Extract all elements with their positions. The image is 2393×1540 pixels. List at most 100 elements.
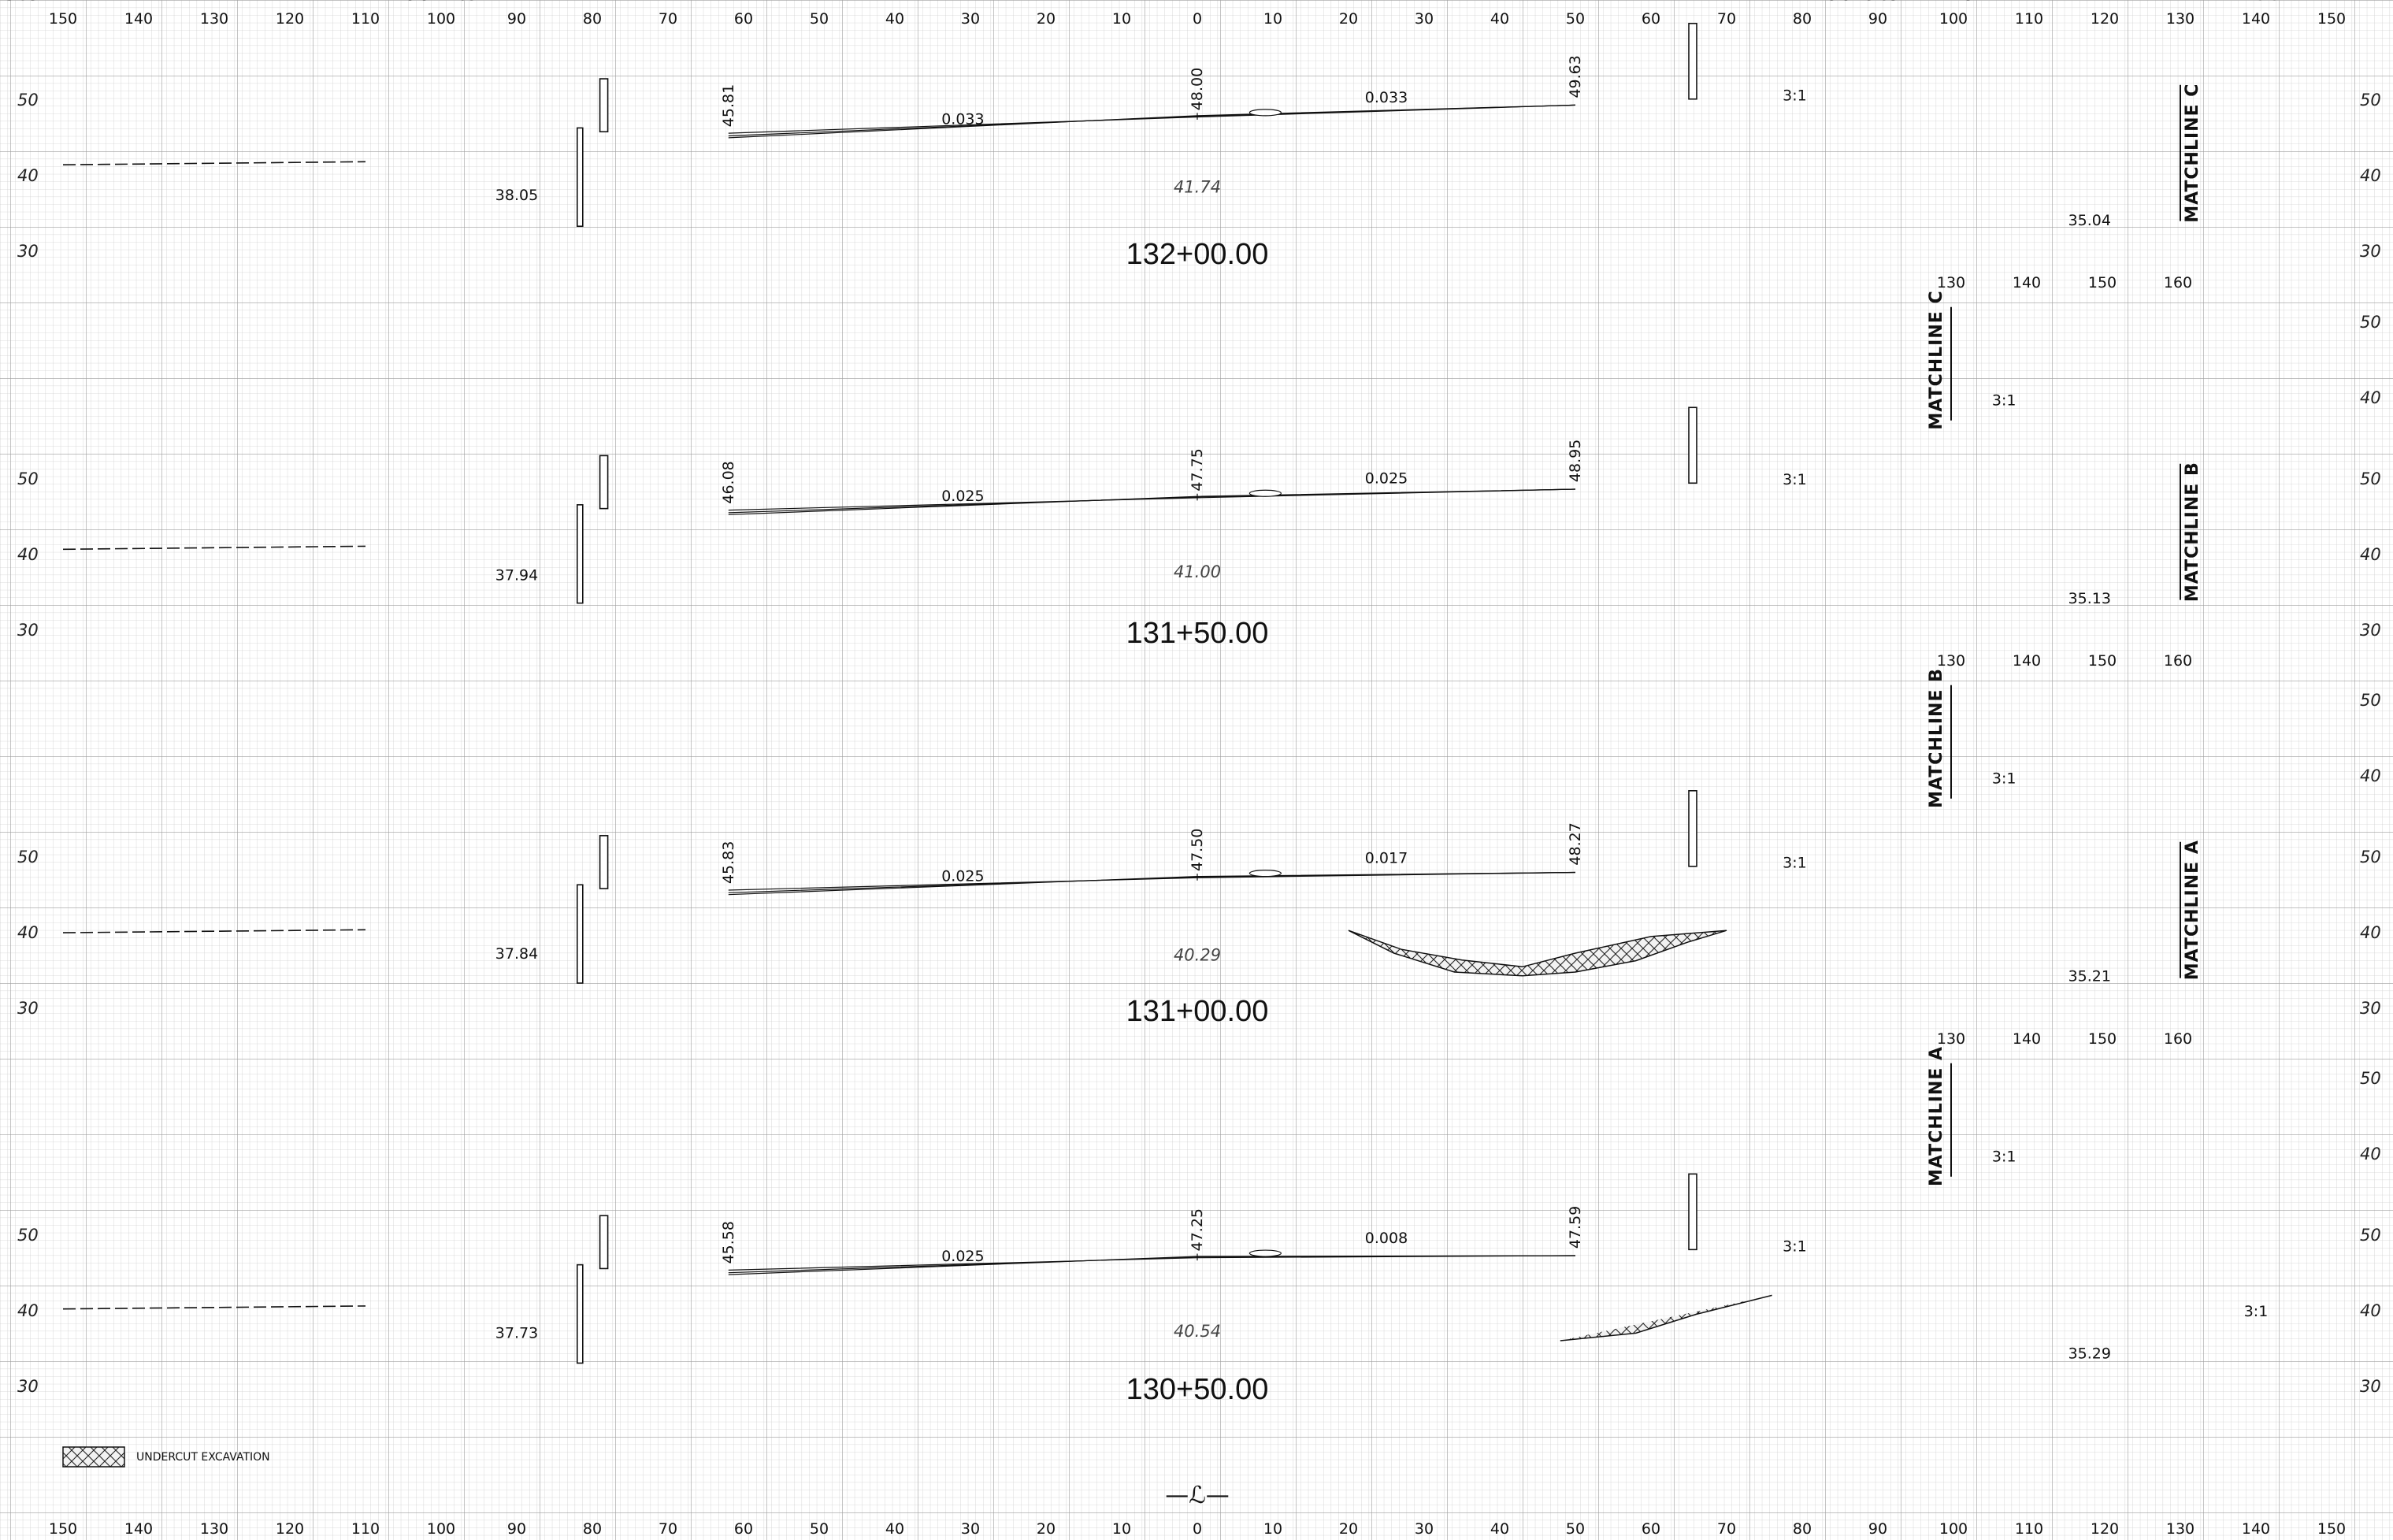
offset-tick-label: 30 xyxy=(961,1520,980,1538)
right-ditch-elevation: 35.21 xyxy=(2068,967,2111,985)
crown-marker xyxy=(1248,489,1282,497)
right-ditch-elevation: 35.04 xyxy=(2068,212,2111,229)
station-label: 130+50.00 xyxy=(1126,1373,1269,1406)
offset-tick-label: 140 xyxy=(2242,10,2270,28)
elevation-label-left: 50 xyxy=(17,91,39,109)
inset-elevation-label: 50 xyxy=(2360,691,2381,710)
right-edge-elevation: 49.63 xyxy=(1567,55,1584,98)
elevation-label-left: 50 xyxy=(17,469,39,488)
elevation-label-right: 50 xyxy=(2360,91,2381,109)
existing-ground-line xyxy=(62,929,366,933)
existing-grade-elevation: 40.29 xyxy=(1174,946,1221,965)
matchline-insets: 130 140 150 160 50 40 MATCHLINE C S.S. 46.93 3:1… xyxy=(0,0,2381,1186)
inset-tick-label: 150 xyxy=(2088,1030,2117,1048)
left-slope-ratio: 2:1 xyxy=(535,0,559,4)
centerline-elevation: 47.25 xyxy=(1189,1208,1206,1251)
elevation-label-left: 40 xyxy=(17,545,39,564)
offset-tick-label: 100 xyxy=(1939,10,1968,28)
elevation-label-right: 50 xyxy=(2360,469,2381,488)
offset-tick-label: 70 xyxy=(659,1520,677,1538)
offset-tick-label: 30 xyxy=(961,10,980,28)
right-ditch-elevation: 35.13 xyxy=(2068,590,2111,607)
inset-tick-label: 150 xyxy=(2088,274,2117,291)
elevation-label-left: 30 xyxy=(17,1377,39,1396)
offset-tick-label: 110 xyxy=(351,1520,380,1538)
right-slope-ratio: 3:1 xyxy=(1964,0,1989,4)
offset-tick-label: 110 xyxy=(2015,1520,2043,1538)
offset-tick-label: 60 xyxy=(734,1520,753,1538)
station-label: 132+00.00 xyxy=(1126,238,1269,271)
elevation-label-right: 50 xyxy=(2360,848,2381,866)
crosshatch-swatch-icon xyxy=(62,1446,125,1468)
offset-tick-label: 150 xyxy=(49,1520,77,1538)
left-cross-slope: 0.025 xyxy=(941,488,984,505)
left-slope-stake: S.S.41.70 xyxy=(406,0,477,4)
offset-tick-label: 100 xyxy=(427,10,455,28)
offset-tick-label: 130 xyxy=(200,10,228,28)
right-slope-stake: S.S.43.23 xyxy=(1827,0,1899,4)
inset-tick-label: 160 xyxy=(2164,274,2192,291)
elevation-label-right: 40 xyxy=(2360,545,2381,564)
inset-elevation-label: 40 xyxy=(2360,766,2381,785)
right-slope-ratio: 3:1 xyxy=(1783,855,1807,872)
left-slope-ratio: 2:1 xyxy=(452,0,477,4)
top-offset-scale: 150 140 130 120 110 100 90 80 70 60 50 40 30 20 10 0 10 2… xyxy=(49,10,2346,28)
offset-tick-label: 110 xyxy=(2015,10,2043,28)
inset-1: 130 140 150 160 50 40 MATCHLINE C S.S. 46.93 3:1 xyxy=(0,0,2381,430)
offset-tick-label: 40 xyxy=(1490,10,1509,28)
offset-tick-label: 120 xyxy=(2091,10,2119,28)
offset-tick-label: 60 xyxy=(1642,1520,1660,1538)
inset-tick-label: 140 xyxy=(2013,1030,2041,1048)
offset-tick-label: 90 xyxy=(507,1520,526,1538)
left-sheet-pile xyxy=(576,1264,584,1364)
far-right-slope-ratio: 3:1 xyxy=(2244,1303,2269,1320)
existing-ground-line xyxy=(62,545,366,551)
right-slope-stake: S.S.42.89 xyxy=(1827,0,1899,4)
offset-tick-label: 90 xyxy=(1868,1520,1887,1538)
left-slope-ratio: 2:1 xyxy=(452,0,477,4)
left-cross-slope: 0.025 xyxy=(941,867,984,885)
left-slope-ratio: 2:1 xyxy=(535,0,559,4)
legend: UNDERCUT EXCAVATION xyxy=(62,1446,270,1468)
left-slope-stake: S.S.41.69 xyxy=(406,0,477,4)
offset-tick-label: 100 xyxy=(427,1520,455,1538)
right-edge-elevation: 48.95 xyxy=(1567,440,1584,482)
offset-tick-label: 70 xyxy=(659,10,677,28)
inset-elevation-label: 50 xyxy=(2360,313,2381,332)
right-wall xyxy=(1688,1173,1697,1251)
left-cross-slope: 0.025 xyxy=(941,1248,984,1265)
existing-ground-line xyxy=(62,161,366,165)
offset-tick-label: 10 xyxy=(1263,10,1282,28)
right-cross-slope: 0.017 xyxy=(1365,850,1408,867)
station-label: 131+50.00 xyxy=(1126,617,1269,650)
elevation-label-left: 30 xyxy=(17,242,39,261)
offset-tick-label: 70 xyxy=(1717,1520,1736,1538)
offset-tick-label: 50 xyxy=(1566,10,1585,28)
matchline-label: MATCHLINE A xyxy=(2183,840,2202,980)
centerline-symbol: —ℒ— xyxy=(1165,1482,1230,1509)
offset-tick-label: 0 xyxy=(1193,10,1202,28)
inset-elevation-label: 40 xyxy=(2360,388,2381,407)
matchline-label: MATCHLINE B xyxy=(2183,462,2202,602)
left-sheet-pile xyxy=(576,127,584,228)
inset-matchline-label: MATCHLINE A xyxy=(1927,1046,1946,1186)
elevation-label-left: 30 xyxy=(17,999,39,1018)
inset-matchline-label: MATCHLINE C xyxy=(1927,290,1946,429)
offset-tick-label: 50 xyxy=(1566,1520,1585,1538)
elevation-label-left: 30 xyxy=(17,621,39,640)
offset-tick-label: 80 xyxy=(583,10,602,28)
right-slope-ratio: 3:1 xyxy=(1783,1238,1807,1255)
inset-slope-ratio: 3:1 xyxy=(1992,1149,2016,1166)
inset-slope-ratio: 3:1 xyxy=(1992,392,2016,410)
right-slope-ratio: 3:1 xyxy=(1964,0,1989,4)
inset-tick-label: 150 xyxy=(2088,652,2117,670)
cross-section-3: 50 50 40 40 30 30 45.83 47.50 48.27 0.025 0.017 S.S… xyxy=(17,0,2381,1028)
station-label: 131+00.00 xyxy=(1126,995,1269,1028)
inset-slope-stake: S.S. 46.19 xyxy=(0,0,38,4)
right-slope-ratio: 3:1 xyxy=(1964,0,1989,4)
elevation-label-right: 30 xyxy=(2360,999,2381,1018)
offset-tick-label: 70 xyxy=(1717,10,1736,28)
cross-section-2: 50 50 40 40 30 30 46.08 47.75 48.95 0.025 0.025 S.S… xyxy=(17,0,2381,650)
offset-tick-label: 130 xyxy=(2166,10,2195,28)
elevation-label-left: 40 xyxy=(17,923,39,942)
